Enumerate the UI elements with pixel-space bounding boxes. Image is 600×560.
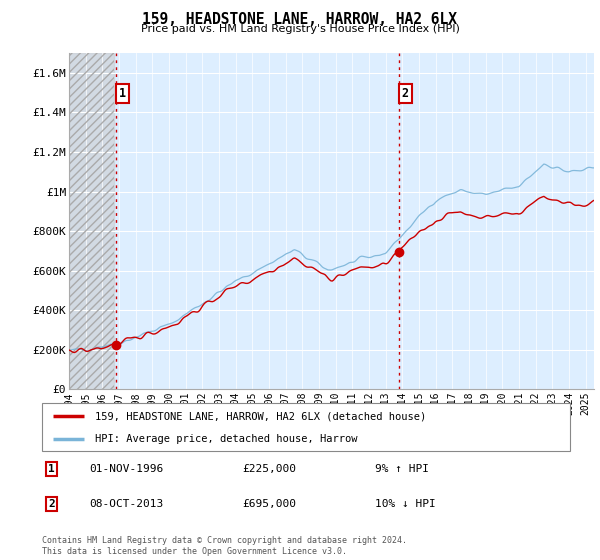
Text: HPI: Average price, detached house, Harrow: HPI: Average price, detached house, Harr… bbox=[95, 434, 358, 444]
Bar bbox=[69, 53, 114, 389]
Text: 159, HEADSTONE LANE, HARROW, HA2 6LX: 159, HEADSTONE LANE, HARROW, HA2 6LX bbox=[143, 12, 458, 27]
Text: 08-OCT-2013: 08-OCT-2013 bbox=[89, 499, 164, 509]
FancyBboxPatch shape bbox=[42, 403, 570, 451]
Text: 2: 2 bbox=[401, 87, 409, 100]
Text: 159, HEADSTONE LANE, HARROW, HA2 6LX (detached house): 159, HEADSTONE LANE, HARROW, HA2 6LX (de… bbox=[95, 411, 426, 421]
Text: Price paid vs. HM Land Registry's House Price Index (HPI): Price paid vs. HM Land Registry's House … bbox=[140, 24, 460, 34]
Text: 9% ↑ HPI: 9% ↑ HPI bbox=[374, 464, 428, 474]
Text: 01-NOV-1996: 01-NOV-1996 bbox=[89, 464, 164, 474]
Text: 1: 1 bbox=[119, 87, 127, 100]
Text: 1: 1 bbox=[48, 464, 55, 474]
Text: £225,000: £225,000 bbox=[242, 464, 296, 474]
Bar bbox=[69, 53, 114, 389]
Text: Contains HM Land Registry data © Crown copyright and database right 2024.
This d: Contains HM Land Registry data © Crown c… bbox=[42, 536, 407, 556]
Text: 10% ↓ HPI: 10% ↓ HPI bbox=[374, 499, 436, 509]
Text: 2: 2 bbox=[48, 499, 55, 509]
Text: £695,000: £695,000 bbox=[242, 499, 296, 509]
